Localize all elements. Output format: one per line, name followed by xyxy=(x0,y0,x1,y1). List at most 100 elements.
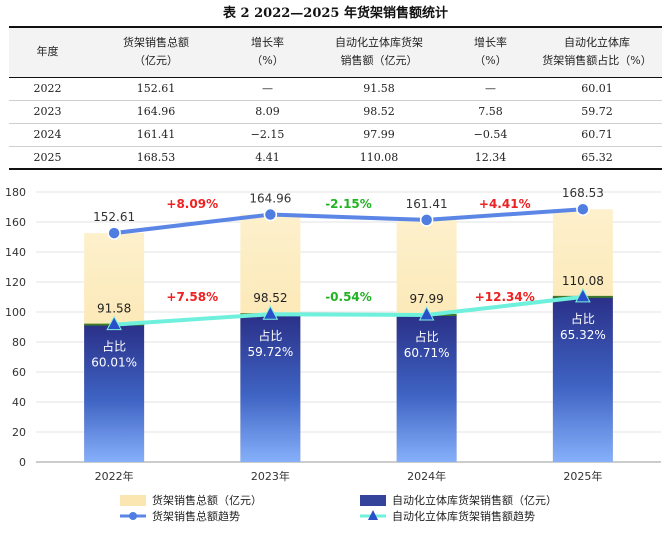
table-cell: 60.01 xyxy=(532,77,662,101)
legend-label: 货架销售总额趋势 xyxy=(152,509,240,523)
point-auto xyxy=(418,305,435,321)
label-share-title: 占比 xyxy=(415,329,439,344)
bar-auto xyxy=(396,315,457,462)
sales-table: 年度 货架销售总额 （亿元） 增长率 （%） 自动化立体库货架 销售额（亿元） 增长率 （%） 自… xyxy=(9,26,662,170)
label-growth-auto: +7.58% xyxy=(166,290,218,304)
chart-legend: 货架销售总额（亿元） 自动化立体库货架销售额（亿元） 货架销售总额趋势 自动化立体库货… xyxy=(120,493,557,523)
legend-label: 货架销售总额（亿元） xyxy=(152,493,262,507)
table-cell: 97.99 xyxy=(309,123,449,147)
y-tick-label: 40 xyxy=(12,396,26,409)
table-header-4: 增长率 （%） xyxy=(449,26,532,78)
table-cell: 168.53 xyxy=(86,146,226,170)
table-cell: −2.15 xyxy=(226,123,309,147)
legend-swatch-total xyxy=(120,495,146,506)
point-total xyxy=(107,226,121,240)
table-header-2: 增长率 （%） xyxy=(226,26,309,78)
table-cell: 98.52 xyxy=(309,100,449,124)
table-header-line: 年度 xyxy=(36,45,59,59)
y-tick-label: 80 xyxy=(12,336,26,349)
label-growth-total: +4.41% xyxy=(479,197,531,211)
y-tick-label: 0 xyxy=(19,456,26,469)
label-growth-auto: +12.34% xyxy=(475,290,535,304)
label-share-value: 59.72% xyxy=(247,345,293,359)
table-title: 表 2 2022—2025 年货架销售额统计 xyxy=(223,6,448,21)
table-header-line: 货架销售额占比（%） xyxy=(542,54,652,68)
y-tick-label: 140 xyxy=(5,246,26,259)
label-growth-total: +8.09% xyxy=(166,197,218,211)
bar-auto xyxy=(552,296,613,462)
bar-auto xyxy=(84,324,145,462)
y-tick-label: 100 xyxy=(5,306,26,319)
point-auto xyxy=(262,305,279,320)
table-cell: −0.54 xyxy=(449,123,532,147)
table-cell: — xyxy=(449,77,532,101)
label-share-title: 占比 xyxy=(571,311,595,326)
table-cell: 110.08 xyxy=(309,146,449,170)
sales-table-body: 2022 152.61—91.58—60.01 2023 164.96 8.09 98.5… xyxy=(9,77,662,170)
label-share-value: 65.32% xyxy=(560,328,606,342)
table-header-line: 货架销售总额 xyxy=(123,36,189,50)
table-cell: 2024 xyxy=(9,123,86,147)
x-tick-label: 2025年 xyxy=(563,469,602,483)
point-total xyxy=(576,202,590,216)
line-total-trend xyxy=(113,207,584,236)
x-tick-label: 2023年 xyxy=(251,469,290,483)
table-cell: 60.71 xyxy=(532,123,662,147)
label-growth-total: -2.15% xyxy=(325,197,372,211)
table-header-0: 年度 xyxy=(9,26,86,78)
table-row: 2024 161.41 −2.15 97.99 −0.54 60.71 xyxy=(9,123,662,147)
x-tick-label: 2024年 xyxy=(407,469,446,483)
table-row: 2022 152.61—91.58—60.01 xyxy=(9,77,662,101)
table-cell: 2023 xyxy=(9,100,86,124)
table-header-line: 自动化立体库 xyxy=(564,36,630,50)
label-total-value: 161.41 xyxy=(406,197,448,211)
chart-lines xyxy=(106,202,591,331)
bar-auto xyxy=(240,314,301,462)
point-total xyxy=(263,207,278,222)
line-auto-trend xyxy=(113,294,584,327)
legend-label: 自动化立体库货架销售额（亿元） xyxy=(392,493,557,507)
sales-table-head: 年度 货架销售总额 （亿元） 增长率 （%） 自动化立体库货架 销售额（亿元） 增长率 （%） 自… xyxy=(9,26,662,78)
table-cell: 2022 xyxy=(9,77,86,101)
chart-bars xyxy=(84,209,613,462)
label-auto-value: 98.52 xyxy=(253,291,287,305)
table-row: 2025 168.53 4.41 110.08 12.34 65.32 xyxy=(9,146,662,170)
table-row: 2023 164.96 8.09 98.52 7.58 59.72 xyxy=(9,100,662,124)
point-auto xyxy=(106,315,122,331)
label-total-value: 152.61 xyxy=(93,210,135,224)
table-cell: — xyxy=(226,77,309,101)
table-cell: 91.58 xyxy=(309,77,449,101)
label-auto-value: 91.58 xyxy=(97,302,131,316)
point-total xyxy=(419,213,434,227)
chart-labels: 152.61 164.96 161.41 168.53 91.58 98.52 97.99 1… xyxy=(91,186,606,369)
label-share-value: 60.71% xyxy=(404,346,450,360)
sales-chart: 0 20 40 60 80 100 120 140 160 180 2022年 2023年 2024年 2… xyxy=(5,186,661,523)
table-header-3: 自动化立体库货架 销售额（亿元） xyxy=(309,26,449,78)
label-auto-value: 110.08 xyxy=(562,274,604,288)
y-tick-label: 160 xyxy=(5,216,26,229)
table-header-1: 货架销售总额 （亿元） xyxy=(86,26,226,78)
y-tick-label: 120 xyxy=(5,276,26,289)
table-header-line: （%） xyxy=(474,54,507,68)
table-header-line: 销售额（亿元） xyxy=(340,54,418,68)
label-growth-auto: -0.54% xyxy=(325,290,372,304)
label-share-title: 占比 xyxy=(258,328,282,343)
legend-label: 自动化立体库货架销售额趋势 xyxy=(392,509,535,523)
point-auto xyxy=(575,287,591,303)
table-cell: 164.96 xyxy=(86,100,226,124)
label-total-value: 164.96 xyxy=(249,192,291,206)
table-header-line: （%） xyxy=(251,54,284,68)
table-cell: 59.72 xyxy=(532,100,662,124)
label-share-title: 占比 xyxy=(102,339,126,354)
table-cell: 2025 xyxy=(9,146,86,170)
y-tick-label: 180 xyxy=(5,186,26,199)
table-header-line: 增长率 xyxy=(474,36,507,50)
legend-swatch-auto xyxy=(360,495,386,506)
table-header-line: 增长率 xyxy=(251,36,284,50)
table-header-line: 自动化立体库货架 xyxy=(335,36,423,50)
table-cell: 161.41 xyxy=(86,123,226,147)
table-cell: 4.41 xyxy=(226,146,309,170)
table-cell: 12.34 xyxy=(449,146,532,170)
label-share-value: 60.01% xyxy=(91,356,137,370)
table-header-line: （亿元） xyxy=(134,54,178,68)
